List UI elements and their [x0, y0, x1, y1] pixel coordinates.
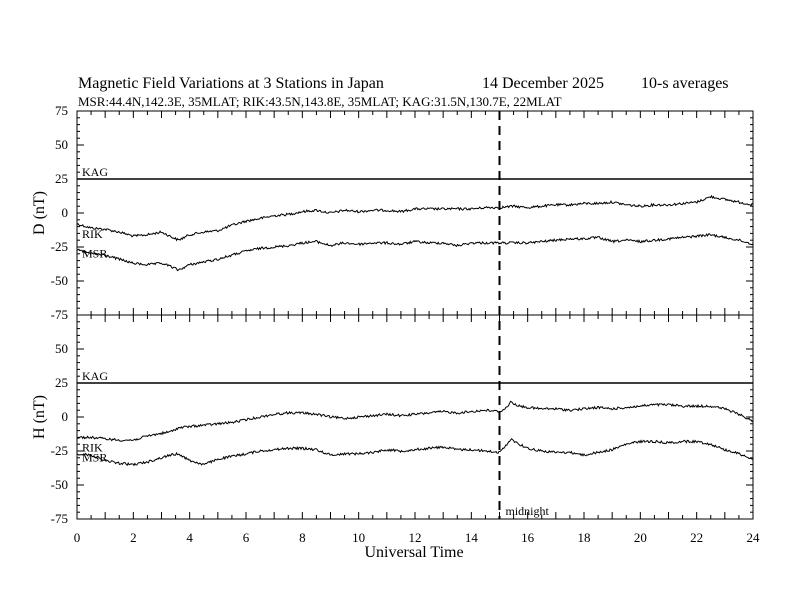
h-series-msr-line: [76, 437, 754, 467]
h-y-tick-label: 0: [62, 409, 69, 424]
d-y-tick-label: -25: [51, 239, 68, 254]
h-panel-frame: [76, 314, 754, 520]
d-series-msr-line: [76, 233, 754, 272]
chart-station-info: MSR:44.4N,142.3E, 35MLAT; RIK:43.5N,143.…: [78, 94, 562, 109]
x-axis-label: Universal Time: [364, 544, 463, 561]
d-y-tick-label: 0: [62, 205, 69, 220]
x-axis: 0 2 4 6 8 10 12 14 16 18 20 22 24: [74, 530, 760, 545]
h-y-tick-label: -50: [51, 477, 68, 492]
h-y-tick-label: -75: [51, 511, 68, 526]
chart-title: Magnetic Field Variations at 3 Stations …: [78, 75, 384, 92]
x-tick-label: 6: [243, 530, 250, 545]
h-y-tick-label: 50: [55, 341, 68, 356]
h-y-tick-label: 25: [55, 375, 68, 390]
d-series-rik-line: [76, 194, 754, 242]
x-tick-label: 4: [186, 530, 193, 545]
x-tick-label: 18: [578, 530, 591, 545]
d-y-tick-label: -75: [51, 307, 68, 322]
chart-averaging: 10-s averages: [641, 75, 729, 92]
h-panel-y-axis: 50 25 0 -25 -50 -75: [51, 314, 754, 526]
chart-year: 2025: [572, 75, 604, 92]
x-tick-label: 8: [299, 530, 306, 545]
x-tick-label: 12: [409, 530, 422, 545]
h-series-rik-line: [76, 400, 754, 442]
d-y-tick-label: 50: [55, 137, 68, 152]
d-panel-y-axis: 75 50 25 0 -25 -50 -75: [51, 103, 754, 322]
h-series-msr-label: MSR: [82, 451, 107, 465]
d-series-msr-label: MSR: [82, 247, 107, 261]
d-panel-series: KAG RIK MSR: [76, 165, 754, 272]
d-y-tick-label: 25: [55, 171, 68, 186]
x-tick-label: 20: [634, 530, 647, 545]
x-tick-label: 14: [465, 530, 479, 545]
h-series-rik-label: RIK: [82, 440, 103, 454]
x-tick-label: 2: [130, 530, 137, 545]
d-series-kag-label: KAG: [82, 165, 108, 179]
d-panel-y-label: D (nT): [31, 191, 48, 235]
d-y-tick-label: -50: [51, 273, 68, 288]
x-tick-label: 10: [352, 530, 365, 545]
d-panel-frame: [76, 110, 754, 316]
midnight-label: midnight: [506, 504, 550, 518]
chart-date: 14 December: [482, 75, 568, 92]
h-panel-y-label: H (nT): [31, 395, 48, 439]
x-tick-label: 16: [521, 530, 535, 545]
x-tick-label: 22: [690, 530, 703, 545]
h-y-tick-label: -25: [51, 443, 68, 458]
x-tick-label: 24: [747, 530, 761, 545]
h-series-kag-label: KAG: [82, 369, 108, 383]
d-y-tick-label: 75: [55, 103, 68, 118]
d-series-rik-label: RIK: [82, 227, 103, 241]
x-tick-label: 0: [74, 530, 81, 545]
